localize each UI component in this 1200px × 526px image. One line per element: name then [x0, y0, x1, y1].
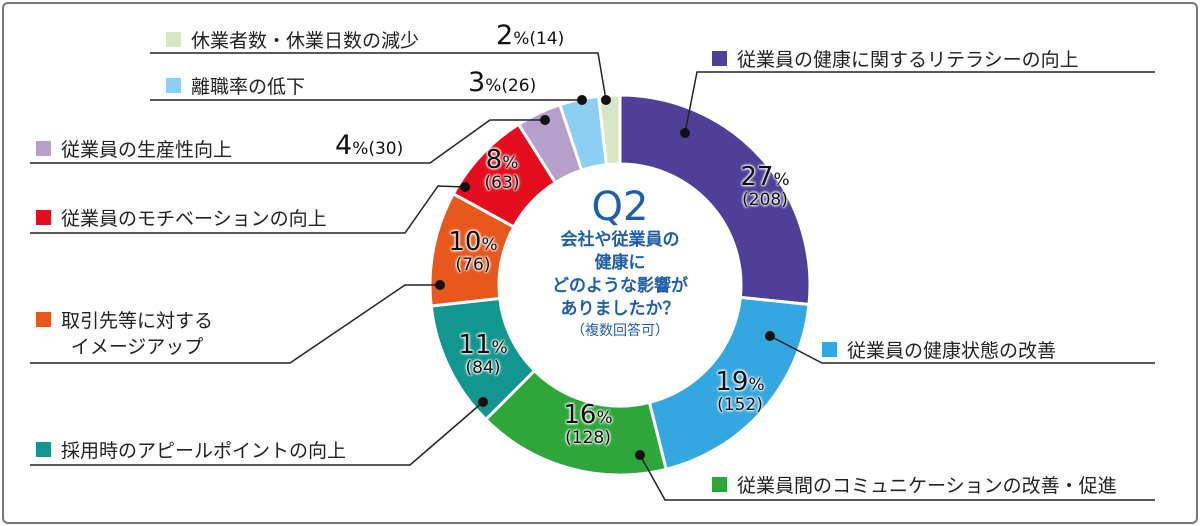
data-label-3: 11% (84) [458, 330, 508, 378]
legend-item-5: 従業員のモチベーションの向上 [36, 204, 327, 231]
data-label-4: 10% (76) [448, 227, 498, 275]
leader-line-1 [769, 335, 1155, 364]
legend-label-line: 取引先等に対する [61, 310, 214, 332]
legend-item-0: 従業員の健康に関するリテラシーの向上 [712, 45, 1079, 72]
data-label-8: 2%(14) [496, 20, 565, 51]
leader-line-2 [639, 454, 1155, 501]
legend-swatch [36, 141, 51, 156]
legend-label-line: イメージアップ [70, 336, 204, 358]
legend-label: 取引先等に対する イメージアップ [61, 308, 213, 360]
legend-item-8: 休業者数・休業日数の減少 [166, 26, 419, 53]
leader-dot-7 [577, 95, 587, 105]
center-line: どのような影響が [552, 276, 688, 296]
legend-item-4: 取引先等に対する イメージアップ [36, 308, 213, 360]
legend-swatch [822, 342, 837, 357]
percent-value: 4 [335, 130, 353, 161]
data-label-0: 27% (208) [740, 162, 790, 210]
legend-label: 従業員の生産性向上 [61, 139, 233, 161]
legend-label: 従業員のモチベーションの向上 [61, 208, 327, 230]
center-line: 会社や従業員の [560, 230, 680, 250]
count-value: 76 [462, 255, 484, 275]
leader-line-4 [30, 284, 440, 364]
leader-dot-1 [765, 331, 775, 341]
legend-item-7: 離職率の低下 [166, 72, 305, 99]
data-label-1: 19% (152) [715, 367, 765, 415]
center-line: ありましたか？ [560, 299, 680, 319]
center-line: 健康に [594, 253, 646, 273]
center-text: Q2 会社や従業員の 健康に どのような影響が ありましたか？ （複数回答可） [520, 185, 720, 341]
leader-dot-4 [435, 280, 445, 290]
leader-line-0 [684, 71, 1155, 134]
legend-label: 従業員の健康に関するリテラシーの向上 [737, 49, 1079, 71]
legend-swatch [166, 32, 181, 47]
center-question: 会社や従業員の 健康に どのような影響が ありましたか？ [520, 229, 720, 321]
leader-line-6 [30, 119, 545, 164]
leader-line-5 [30, 185, 466, 234]
center-title: Q2 [591, 184, 649, 230]
legend-item-3: 採用時のアピールポイントの向上 [36, 436, 346, 463]
legend-item-2: 従業員間のコミュニケーションの改善・促進 [712, 471, 1117, 498]
leader-dot-2 [635, 450, 645, 460]
percent-value: 2 [496, 20, 514, 51]
count-value: 84 [472, 358, 494, 378]
leader-line-8 [150, 52, 607, 101]
legend-swatch [712, 477, 727, 492]
legend-item-6: 従業員の生産性向上 [36, 135, 232, 162]
legend-label: 採用時のアピールポイントの向上 [61, 440, 347, 462]
percent-value: 10 [448, 227, 482, 257]
percent-value: 16 [563, 400, 597, 430]
legend-swatch [36, 210, 51, 225]
leader-line-3 [30, 401, 484, 466]
data-label-2: 16% (128) [563, 400, 613, 448]
legend-label: 休業者数・休業日数の減少 [191, 30, 420, 52]
legend-label: 従業員間のコミュニケーションの改善・促進 [737, 475, 1117, 497]
count-value: 14 [535, 29, 558, 49]
percent-value: 8 [485, 145, 503, 175]
legend-swatch [36, 442, 51, 457]
percent-value: 19 [715, 367, 749, 397]
leader-dot-6 [540, 115, 550, 125]
data-label-6: 4%(30) [335, 130, 404, 161]
data-label-7: 3%(26) [468, 67, 537, 98]
legend-label: 離職率の低下 [191, 76, 306, 98]
count-value: 128 [571, 428, 605, 448]
legend-swatch [166, 78, 181, 93]
legend-swatch [36, 312, 51, 327]
count-value: 26 [507, 76, 530, 96]
percent-value: 27 [740, 162, 774, 192]
leader-dot-8 [601, 95, 611, 105]
center-note: （複数回答可） [571, 323, 669, 339]
leader-dot-3 [478, 397, 488, 407]
count-value: 63 [491, 173, 513, 193]
count-value: 152 [723, 395, 757, 415]
legend-swatch [712, 51, 727, 66]
count-value: 208 [748, 190, 782, 210]
legend-item-1: 従業員の健康状態の改善 [822, 336, 1056, 363]
percent-value: 3 [468, 67, 486, 98]
donut-slice-0 [618, 93, 812, 307]
legend-label: 従業員の健康状態の改善 [847, 340, 1057, 362]
data-label-5: 8% (63) [484, 145, 520, 193]
leader-dot-0 [680, 128, 690, 138]
leader-dot-5 [460, 182, 470, 192]
percent-value: 11 [458, 330, 492, 360]
count-value: 30 [374, 139, 397, 159]
